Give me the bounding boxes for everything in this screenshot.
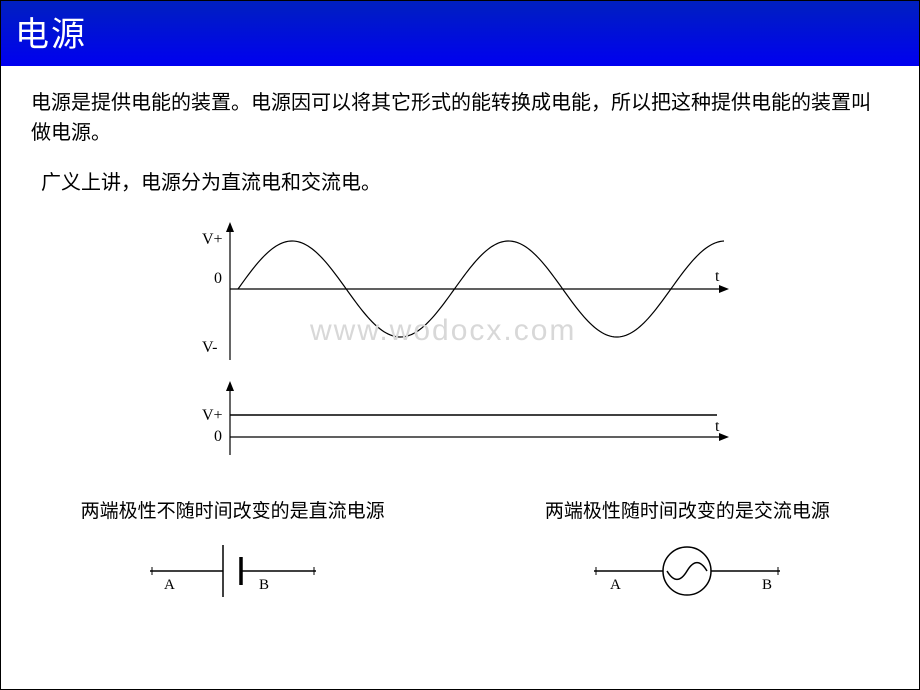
symbols-row: 两端极性不随时间改变的是直流电源 AB 两端极性随时间改变的是交流电源 AB [31, 496, 889, 604]
ac-wave-svg: V+ V- 0 t [180, 214, 740, 364]
slide-title: 电源 [15, 16, 87, 54]
ac-waveform-chart: V+V-0t www.wodocx.com [180, 214, 740, 369]
charts-container: V+V-0t www.wodocx.com V+0t [31, 210, 889, 476]
svg-text:0: 0 [214, 270, 222, 287]
ac-symbol: AB [582, 539, 792, 604]
svg-text:B: B [259, 577, 269, 593]
svg-text:V+: V+ [202, 231, 223, 248]
paragraph-definition: 电源是提供电能的装置。电源因可以将其它形式的能转换成电能，所以把这种提供电能的装… [31, 88, 889, 148]
content-area: 电源是提供电能的装置。电源因可以将其它形式的能转换成电能，所以把这种提供电能的装… [1, 66, 919, 689]
svg-text:t: t [715, 268, 720, 285]
svg-text:A: A [610, 577, 621, 593]
dc-source-block: 两端极性不随时间改变的是直流电源 AB [39, 496, 426, 604]
title-bar: 电源 [1, 1, 919, 66]
svg-text:B: B [762, 577, 772, 593]
slide: 电源 电源是提供电能的装置。电源因可以将其它形式的能转换成电能，所以把这种提供电… [0, 0, 920, 690]
dc-symbol: AB [138, 539, 328, 604]
ac-source-block: 两端极性随时间改变的是交流电源 AB [494, 496, 881, 604]
svg-text:A: A [164, 577, 175, 593]
dc-waveform-chart: V+ 0 t [180, 377, 740, 472]
ac-symbol-svg: AB [582, 539, 792, 599]
ac-caption: 两端极性随时间改变的是交流电源 [545, 496, 830, 523]
svg-text:0: 0 [214, 428, 222, 445]
svg-text:t: t [715, 418, 720, 435]
svg-text:V+: V+ [202, 407, 223, 424]
dc-caption: 两端极性不随时间改变的是直流电源 [81, 496, 385, 523]
paragraph-classification: 广义上讲，电源分为直流电和交流电。 [41, 168, 889, 198]
svg-text:V-: V- [202, 339, 217, 356]
dc-symbol-svg: AB [138, 539, 328, 599]
dc-wave-svg: V+ 0 t [180, 377, 740, 467]
